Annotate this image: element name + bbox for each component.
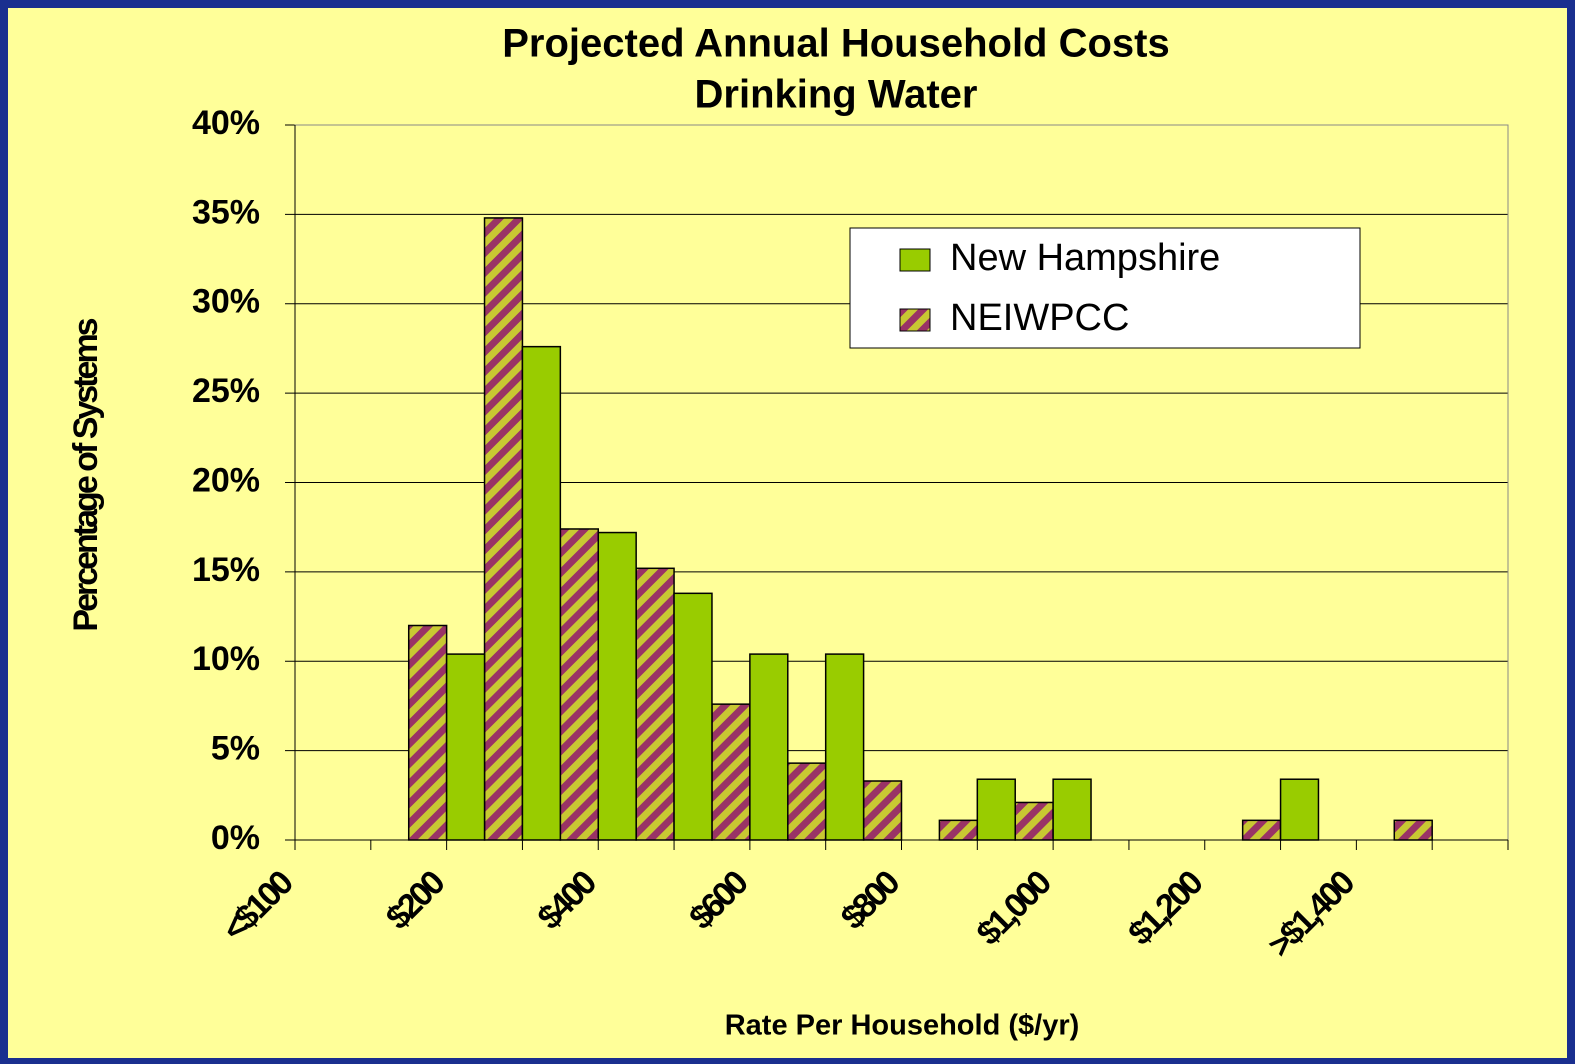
bar (862, 780, 903, 841)
bar (597, 531, 637, 841)
y-tick-label: 35% (192, 193, 260, 231)
y-tick-label: 5% (211, 730, 260, 768)
y-tick-label: 10% (192, 640, 260, 678)
y-tick-label: 20% (192, 461, 260, 499)
x-axis-label: Rate Per Household ($/yr) (725, 1010, 1080, 1042)
bar (787, 762, 827, 841)
legend-swatch (899, 248, 931, 272)
chart-title: Projected Annual Household Costs (502, 22, 1169, 66)
bar (824, 653, 865, 841)
bar (1393, 819, 1433, 841)
bar (976, 778, 1016, 841)
y-tick-label: 15% (192, 551, 260, 589)
y-tick-label: 25% (192, 372, 260, 410)
bar (635, 567, 675, 841)
bar (559, 528, 599, 841)
bar (1052, 778, 1092, 841)
y-tick-label: 30% (192, 283, 260, 321)
bar (445, 653, 486, 841)
bar (521, 345, 562, 841)
legend-label: New Hampshire (950, 237, 1220, 279)
y-tick-label: 40% (192, 104, 260, 142)
background (8, 8, 1567, 1058)
bar (711, 703, 751, 841)
bar (1014, 801, 1054, 841)
bar (1241, 819, 1282, 841)
bar (483, 217, 524, 841)
y-axis-label: Percentage of Systems (67, 318, 105, 631)
bar (407, 624, 448, 841)
legend-swatch (899, 308, 931, 332)
bar (673, 592, 713, 841)
chart-subtitle: Drinking Water (695, 73, 978, 117)
y-tick-label: 0% (211, 819, 260, 857)
legend-label: NEIWPCC (950, 297, 1129, 339)
legend-box (849, 227, 1361, 349)
bar (938, 819, 979, 841)
bar (1279, 778, 1320, 841)
bar (749, 653, 789, 841)
